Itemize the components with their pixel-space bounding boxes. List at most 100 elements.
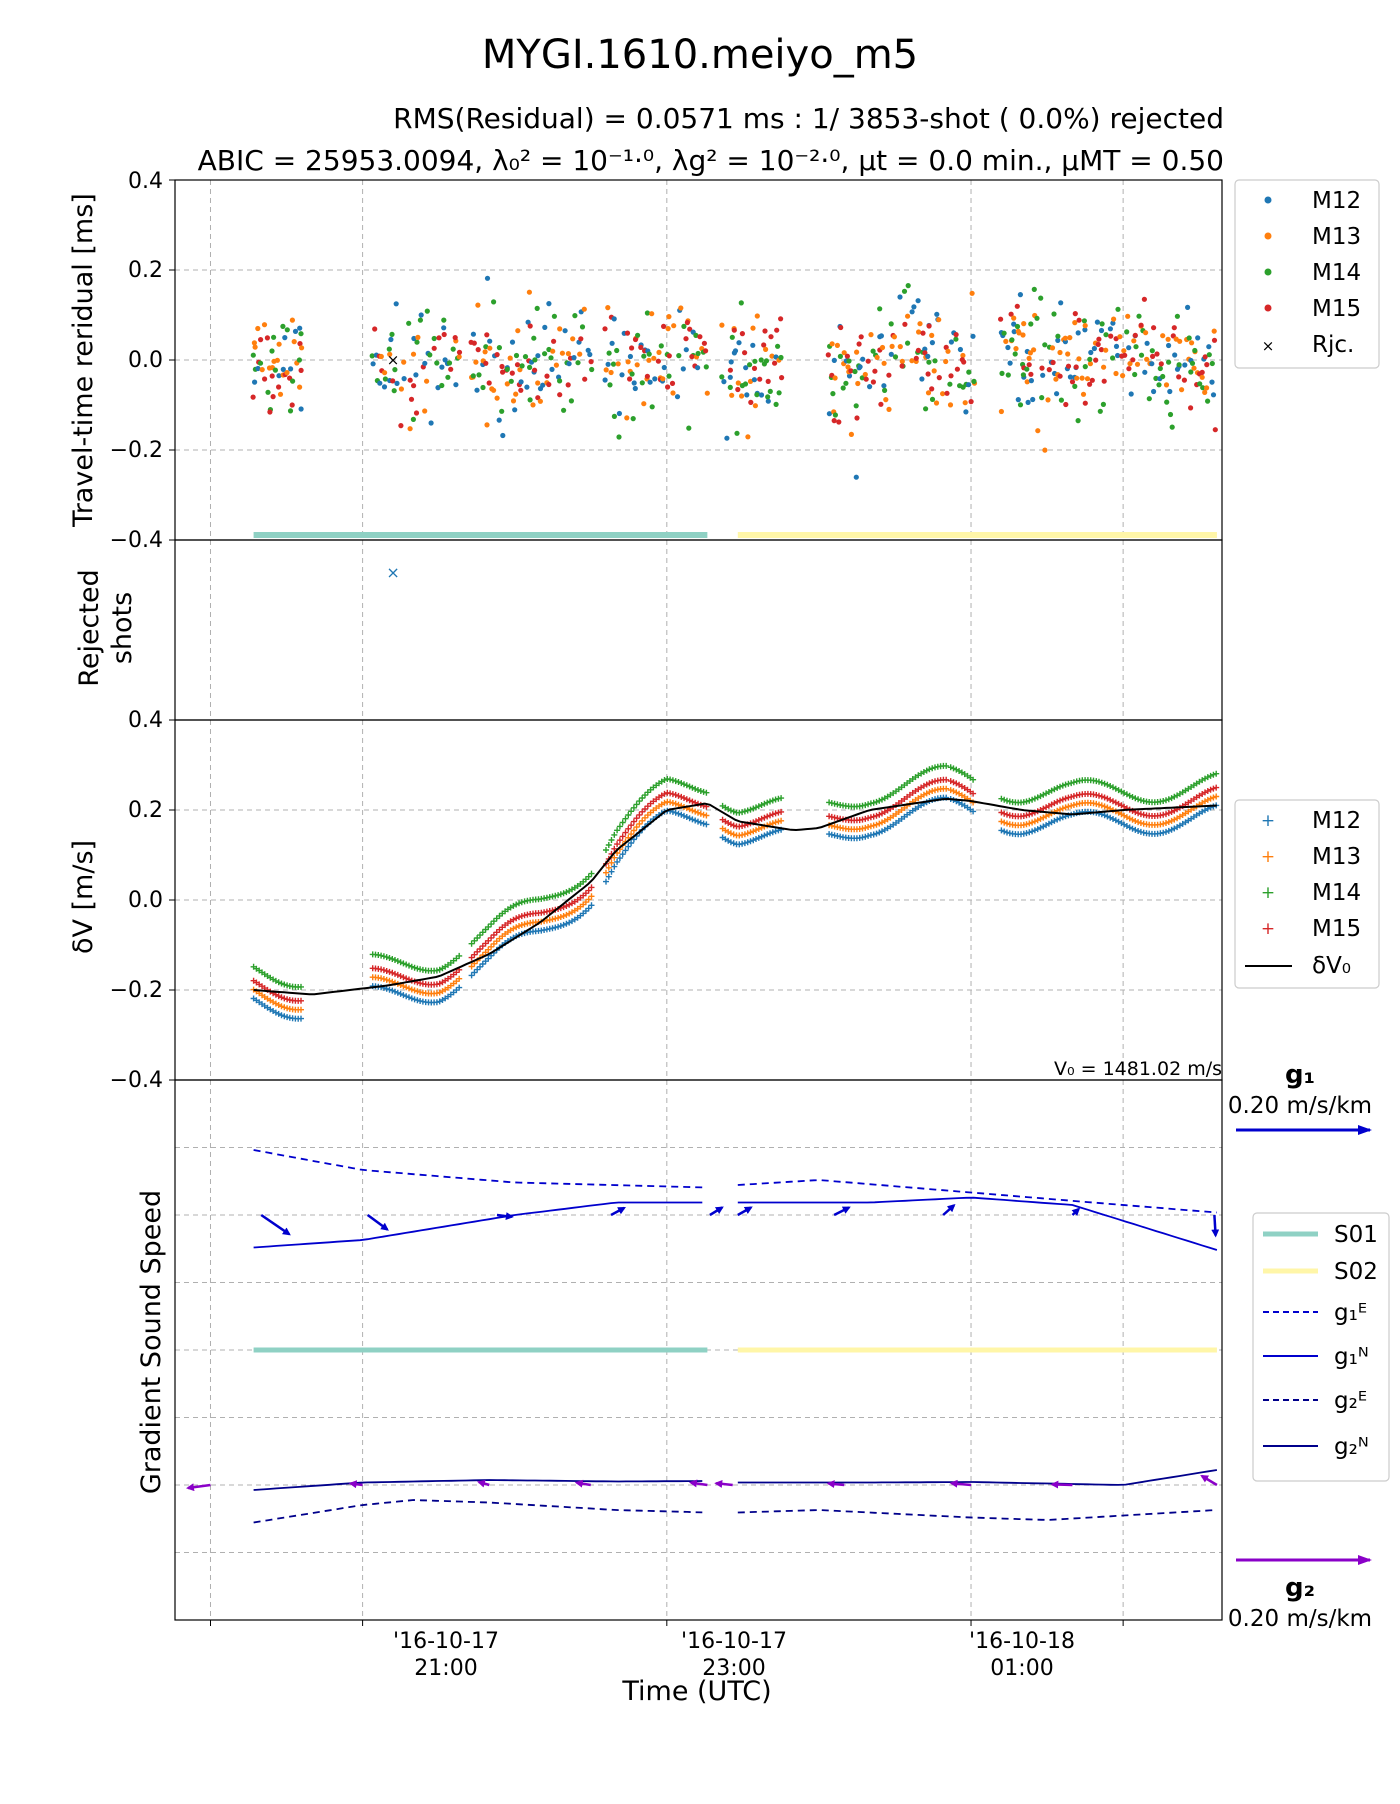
residual-point-M13 — [729, 392, 735, 398]
dv-point-M14 — [619, 819, 626, 826]
residual-point-M12 — [1040, 372, 1046, 378]
dv-point-M15 — [630, 818, 637, 825]
dv-point-M13 — [730, 831, 737, 838]
residual-point-M14 — [832, 412, 839, 418]
dv-point-M14 — [761, 800, 768, 807]
residual-point-M13 — [909, 358, 915, 364]
residual-point-M15 — [748, 399, 754, 405]
dv-point-M15 — [392, 970, 398, 977]
residual-point-M14 — [765, 394, 771, 400]
residual-point-M14 — [548, 355, 554, 361]
dv-point-M15 — [970, 790, 977, 797]
residual-point-M12 — [1091, 345, 1097, 352]
dv-point-M13 — [747, 829, 754, 836]
residual-point-M12 — [540, 382, 546, 388]
dv-point-M15 — [1054, 798, 1061, 805]
residual-point-M13 — [252, 344, 258, 350]
legend-label: S02 — [1334, 1259, 1378, 1285]
dv-point-M12 — [1165, 827, 1172, 834]
residual-point-M14 — [763, 358, 770, 364]
residual-point-M12 — [370, 361, 376, 367]
residual-point-M13 — [1074, 375, 1080, 381]
residual-point-M15 — [735, 386, 741, 393]
dv-point-M14 — [456, 952, 463, 959]
residual-point-M13 — [274, 357, 280, 363]
legend-marker-M15: + — [1261, 919, 1275, 939]
residual-point-M15 — [638, 344, 644, 350]
dv-point-M14 — [1104, 781, 1111, 788]
residual-point-M14 — [1205, 398, 1211, 404]
residual-point-M13 — [299, 345, 305, 351]
dv-point-M13 — [456, 975, 463, 982]
dv-point-M13 — [741, 831, 748, 838]
residual-point-M13 — [646, 357, 652, 363]
xtick-label-date: '16-10-17 — [393, 1629, 499, 1654]
residual-point-M14 — [296, 357, 302, 363]
residual-point-M12 — [487, 338, 493, 344]
residual-point-M12 — [411, 335, 417, 342]
dv-point-M15 — [669, 791, 676, 798]
dv-point-M13 — [1137, 820, 1144, 826]
dv-point-M14 — [1213, 770, 1220, 777]
dv-point-M15 — [873, 812, 880, 819]
dv-point-M12 — [761, 832, 768, 839]
legend-label: g₂ᴺ — [1334, 1434, 1369, 1460]
residual-point-M13 — [1117, 334, 1123, 340]
residual-point-M12 — [736, 340, 742, 346]
residual-point-M14 — [499, 408, 505, 414]
dv-point-M15 — [1098, 793, 1105, 800]
residual-point-M15 — [689, 354, 695, 360]
residual-point-M12 — [1149, 361, 1155, 367]
residual-point-M13 — [739, 393, 745, 399]
residual-point-M14 — [926, 359, 932, 365]
residual-point-M13 — [1127, 361, 1133, 367]
residual-point-M14 — [480, 384, 486, 391]
dv-point-M15 — [865, 815, 872, 822]
residual-point-M14 — [758, 357, 764, 363]
residual-point-M14 — [882, 387, 888, 393]
dv-point-M12 — [700, 820, 707, 827]
dv-point-M12 — [560, 921, 567, 928]
residual-point-M14 — [649, 404, 655, 410]
g1-scale-value: 0.20 m/s/km — [1228, 1093, 1372, 1119]
ytick-label: 0.4 — [128, 169, 163, 194]
dv-point-M14 — [392, 957, 398, 963]
residual-point-M15 — [484, 332, 490, 338]
residual-point-M15 — [1096, 336, 1102, 342]
residual-point-M14 — [424, 308, 430, 314]
dv-point-M15 — [1023, 812, 1030, 819]
dv-point-M12 — [456, 984, 463, 991]
residual-point-M13 — [874, 354, 880, 360]
residual-point-M12 — [826, 411, 833, 417]
dv-point-M13 — [1029, 819, 1036, 826]
dv-point-M14 — [1096, 778, 1102, 785]
residual-point-M15 — [954, 366, 961, 372]
dv-point-M13 — [400, 983, 407, 990]
residual-point-M13 — [665, 326, 671, 332]
residual-point-M12 — [542, 324, 548, 330]
residual-point-M15 — [431, 345, 437, 351]
residual-point-M15 — [661, 323, 667, 329]
residual-point-M13 — [1165, 336, 1171, 342]
dv-point-M14 — [1098, 779, 1105, 786]
residual-point-M12 — [609, 340, 615, 346]
residual-point-M12 — [627, 353, 634, 360]
residual-point-M14 — [508, 378, 514, 384]
residual-point-M13 — [931, 368, 937, 374]
residual-point-M13 — [651, 355, 657, 361]
residual-point-M15 — [1073, 364, 1079, 370]
residual-point-M14 — [1038, 295, 1044, 301]
residual-point-M13 — [962, 400, 968, 406]
residual-point-M14 — [639, 380, 645, 386]
residual-point-M13 — [671, 323, 677, 329]
residual-point-M13 — [625, 359, 631, 365]
residual-point-M14 — [1097, 408, 1103, 414]
residual-point-M12 — [860, 356, 866, 362]
dv-point-M14 — [758, 802, 765, 808]
residual-point-M14 — [269, 348, 275, 354]
residual-point-M15 — [838, 324, 844, 331]
residual-point-M13 — [754, 313, 760, 319]
residual-point-M14 — [257, 360, 264, 366]
residual-point-M12 — [388, 336, 394, 343]
dv-point-M15 — [639, 808, 646, 815]
